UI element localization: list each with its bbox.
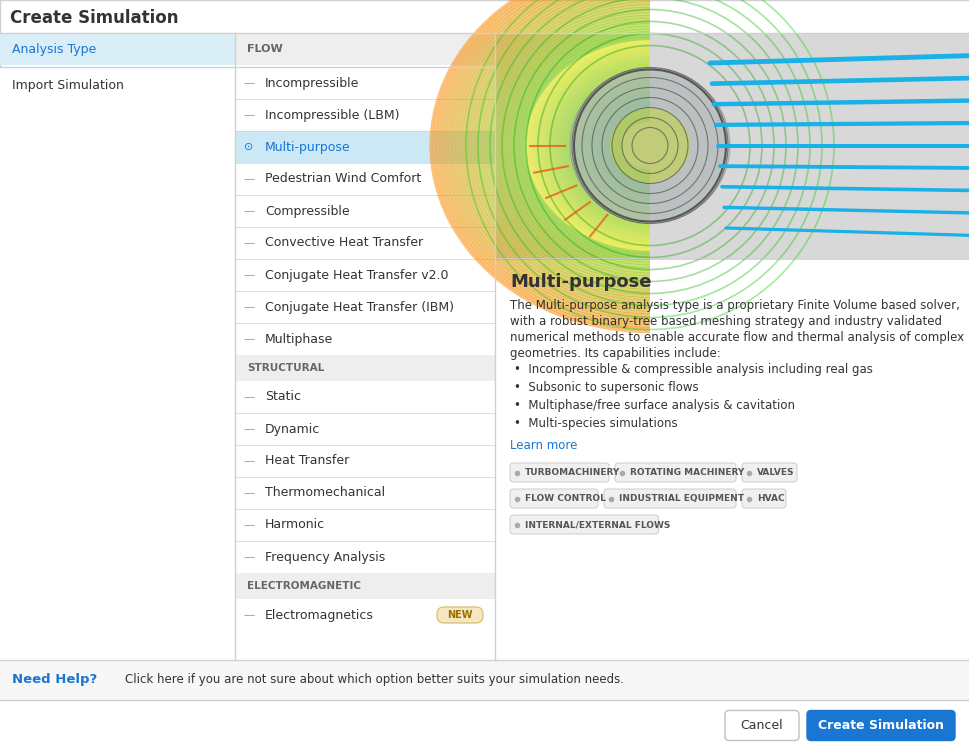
Text: Heat Transfer: Heat Transfer: [265, 454, 349, 468]
Text: Cancel: Cancel: [740, 719, 783, 732]
Text: Dynamic: Dynamic: [265, 423, 320, 436]
Text: Thermomechanical: Thermomechanical: [265, 487, 385, 499]
Text: Multi-purpose: Multi-purpose: [265, 140, 350, 153]
Text: —: —: [243, 334, 254, 344]
Text: Multiphase: Multiphase: [265, 333, 333, 345]
Text: ROTATING MACHINERY: ROTATING MACHINERY: [629, 468, 743, 477]
Text: with a robust binary-tree based meshing strategy and industry validated: with a robust binary-tree based meshing …: [510, 315, 941, 328]
FancyBboxPatch shape: [437, 607, 483, 623]
FancyBboxPatch shape: [510, 515, 658, 534]
Bar: [494, 33, 969, 260]
Bar: [234, 477, 494, 509]
Text: Electromagnetics: Electromagnetics: [265, 608, 373, 622]
Text: —: —: [243, 552, 254, 562]
Text: Incompressible (LBM): Incompressible (LBM): [265, 108, 399, 122]
Bar: [234, 163, 494, 195]
Text: TURBOMACHINERY: TURBOMACHINERY: [524, 468, 619, 477]
Text: Import Simulation: Import Simulation: [12, 79, 124, 92]
Text: numerical methods to enable accurate flow and thermal analysis of complex: numerical methods to enable accurate flo…: [510, 331, 963, 344]
Text: Create Simulation: Create Simulation: [817, 719, 943, 732]
Text: INDUSTRIAL EQUIPMENT: INDUSTRIAL EQUIPMENT: [618, 494, 743, 503]
Bar: [234, 227, 494, 259]
FancyBboxPatch shape: [604, 489, 735, 508]
Text: Learn more: Learn more: [510, 439, 577, 452]
Text: —: —: [243, 520, 254, 530]
Text: —: —: [243, 392, 254, 402]
Bar: [234, 33, 494, 65]
Text: —: —: [243, 206, 254, 216]
Text: Need Help?: Need Help?: [12, 674, 97, 686]
Bar: [234, 413, 494, 445]
Text: —: —: [243, 456, 254, 466]
Text: Frequency Analysis: Frequency Analysis: [265, 550, 385, 563]
Text: FLOW: FLOW: [247, 44, 282, 54]
Text: ELECTROMAGNETIC: ELECTROMAGNETIC: [247, 581, 360, 591]
Ellipse shape: [610, 108, 689, 183]
Bar: [234, 323, 494, 355]
Text: STRUCTURAL: STRUCTURAL: [247, 363, 324, 373]
FancyBboxPatch shape: [806, 710, 954, 740]
Bar: [494, 33, 969, 258]
Text: Conjugate Heat Transfer v2.0: Conjugate Heat Transfer v2.0: [265, 269, 448, 282]
Text: ⊙: ⊙: [244, 142, 254, 152]
Text: Pedestrian Wind Comfort: Pedestrian Wind Comfort: [265, 173, 421, 185]
Text: VALVES: VALVES: [756, 468, 794, 477]
Ellipse shape: [570, 68, 730, 223]
Bar: [234, 381, 494, 413]
Text: —: —: [243, 270, 254, 280]
FancyBboxPatch shape: [510, 489, 597, 508]
Bar: [0, 700, 969, 751]
FancyBboxPatch shape: [724, 710, 798, 740]
Bar: [234, 67, 494, 99]
Text: FLOW CONTROL: FLOW CONTROL: [524, 494, 606, 503]
Bar: [234, 291, 494, 323]
Bar: [234, 259, 494, 291]
Text: Compressible: Compressible: [265, 204, 349, 218]
Text: NEW: NEW: [447, 610, 472, 620]
Text: Static: Static: [265, 391, 300, 403]
Bar: [234, 541, 494, 573]
Text: Conjugate Heat Transfer (IBM): Conjugate Heat Transfer (IBM): [265, 300, 453, 313]
Text: —: —: [243, 610, 254, 620]
Text: •  Subsonic to supersonic flows: • Subsonic to supersonic flows: [514, 381, 698, 394]
FancyBboxPatch shape: [741, 463, 797, 482]
Text: geometries. Its capabilities include:: geometries. Its capabilities include:: [510, 347, 720, 360]
Bar: [234, 599, 494, 631]
Text: —: —: [243, 110, 254, 120]
Bar: [0, 660, 969, 700]
Text: —: —: [243, 174, 254, 184]
FancyBboxPatch shape: [510, 463, 609, 482]
Bar: [234, 445, 494, 477]
Bar: [0, 67, 234, 751]
Text: Incompressible: Incompressible: [265, 77, 359, 89]
Text: —: —: [243, 302, 254, 312]
Bar: [0, 33, 234, 65]
Bar: [234, 355, 494, 381]
Text: •  Multiphase/free surface analysis & cavitation: • Multiphase/free surface analysis & cav…: [514, 399, 795, 412]
Text: —: —: [243, 488, 254, 498]
Text: •  Multi-species simulations: • Multi-species simulations: [514, 417, 677, 430]
Text: The Multi-purpose analysis type is a proprietary Finite Volume based solver,: The Multi-purpose analysis type is a pro…: [510, 299, 959, 312]
Bar: [234, 131, 494, 163]
FancyBboxPatch shape: [614, 463, 735, 482]
Text: Harmonic: Harmonic: [265, 518, 325, 532]
Text: HVAC: HVAC: [756, 494, 784, 503]
Text: Multi-purpose: Multi-purpose: [510, 273, 651, 291]
Text: —: —: [243, 424, 254, 434]
Bar: [234, 573, 494, 599]
FancyBboxPatch shape: [741, 489, 785, 508]
Text: Create Simulation: Create Simulation: [10, 9, 178, 27]
Bar: [234, 195, 494, 227]
Bar: [234, 99, 494, 131]
Text: Click here if you are not sure about which option better suits your simulation n: Click here if you are not sure about whi…: [125, 674, 623, 686]
Text: INTERNAL/EXTERNAL FLOWS: INTERNAL/EXTERNAL FLOWS: [524, 520, 670, 529]
Text: —: —: [243, 78, 254, 88]
Text: •  Incompressible & compressible analysis including real gas: • Incompressible & compressible analysis…: [514, 363, 872, 376]
Text: —: —: [243, 238, 254, 248]
Bar: [234, 509, 494, 541]
Text: Analysis Type: Analysis Type: [12, 43, 96, 56]
Text: Convective Heat Transfer: Convective Heat Transfer: [265, 237, 422, 249]
